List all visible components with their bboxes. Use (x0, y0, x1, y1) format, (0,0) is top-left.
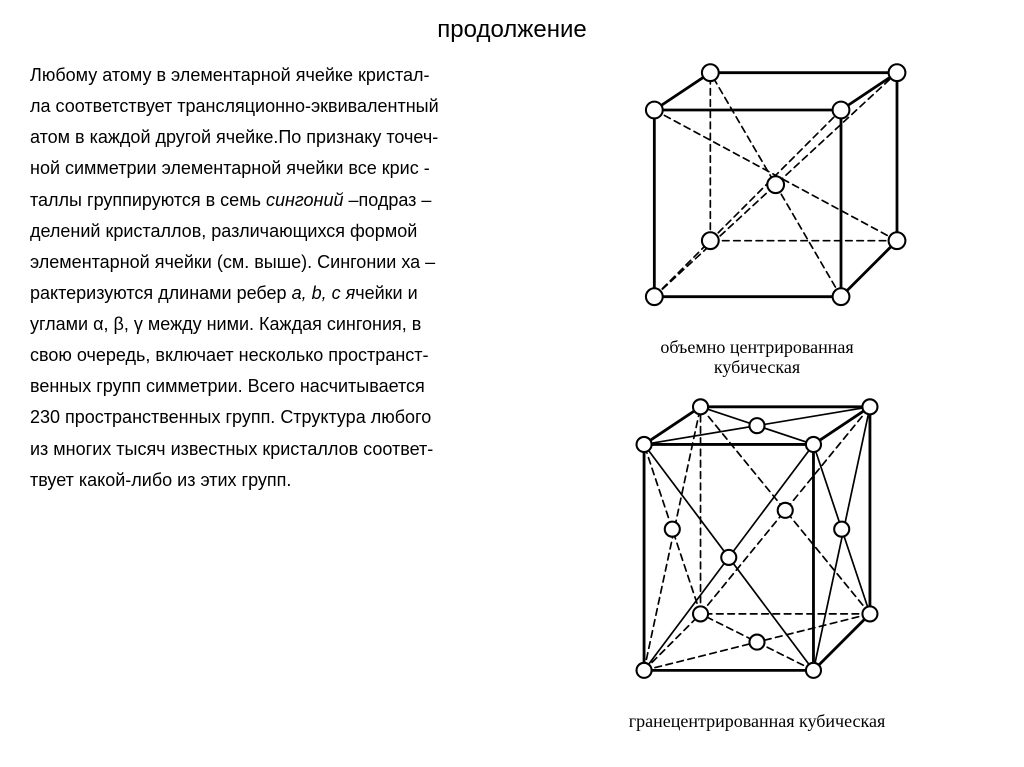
fcc-diagram (567, 388, 947, 708)
content-row: Любому атому в элементарной ячейке крист… (0, 54, 1024, 731)
bcc-caption-line1: объемно центрированная (660, 337, 853, 357)
bcc-diagram (567, 54, 947, 334)
figure-bcc: объемно центрированная кубическая (567, 54, 947, 378)
page-title: продолжение (0, 0, 1024, 54)
bcc-caption: объемно центрированная кубическая (567, 338, 947, 378)
figure-fcc: гранецентрированная кубическая (567, 388, 947, 732)
figures-column: объемно центрированная кубическая гранец… (520, 54, 994, 731)
body-paragraph: Любому атому в элементарной ячейке крист… (30, 54, 520, 731)
bcc-caption-line2: кубическая (714, 357, 800, 377)
fcc-caption: гранецентрированная кубическая (567, 712, 947, 732)
